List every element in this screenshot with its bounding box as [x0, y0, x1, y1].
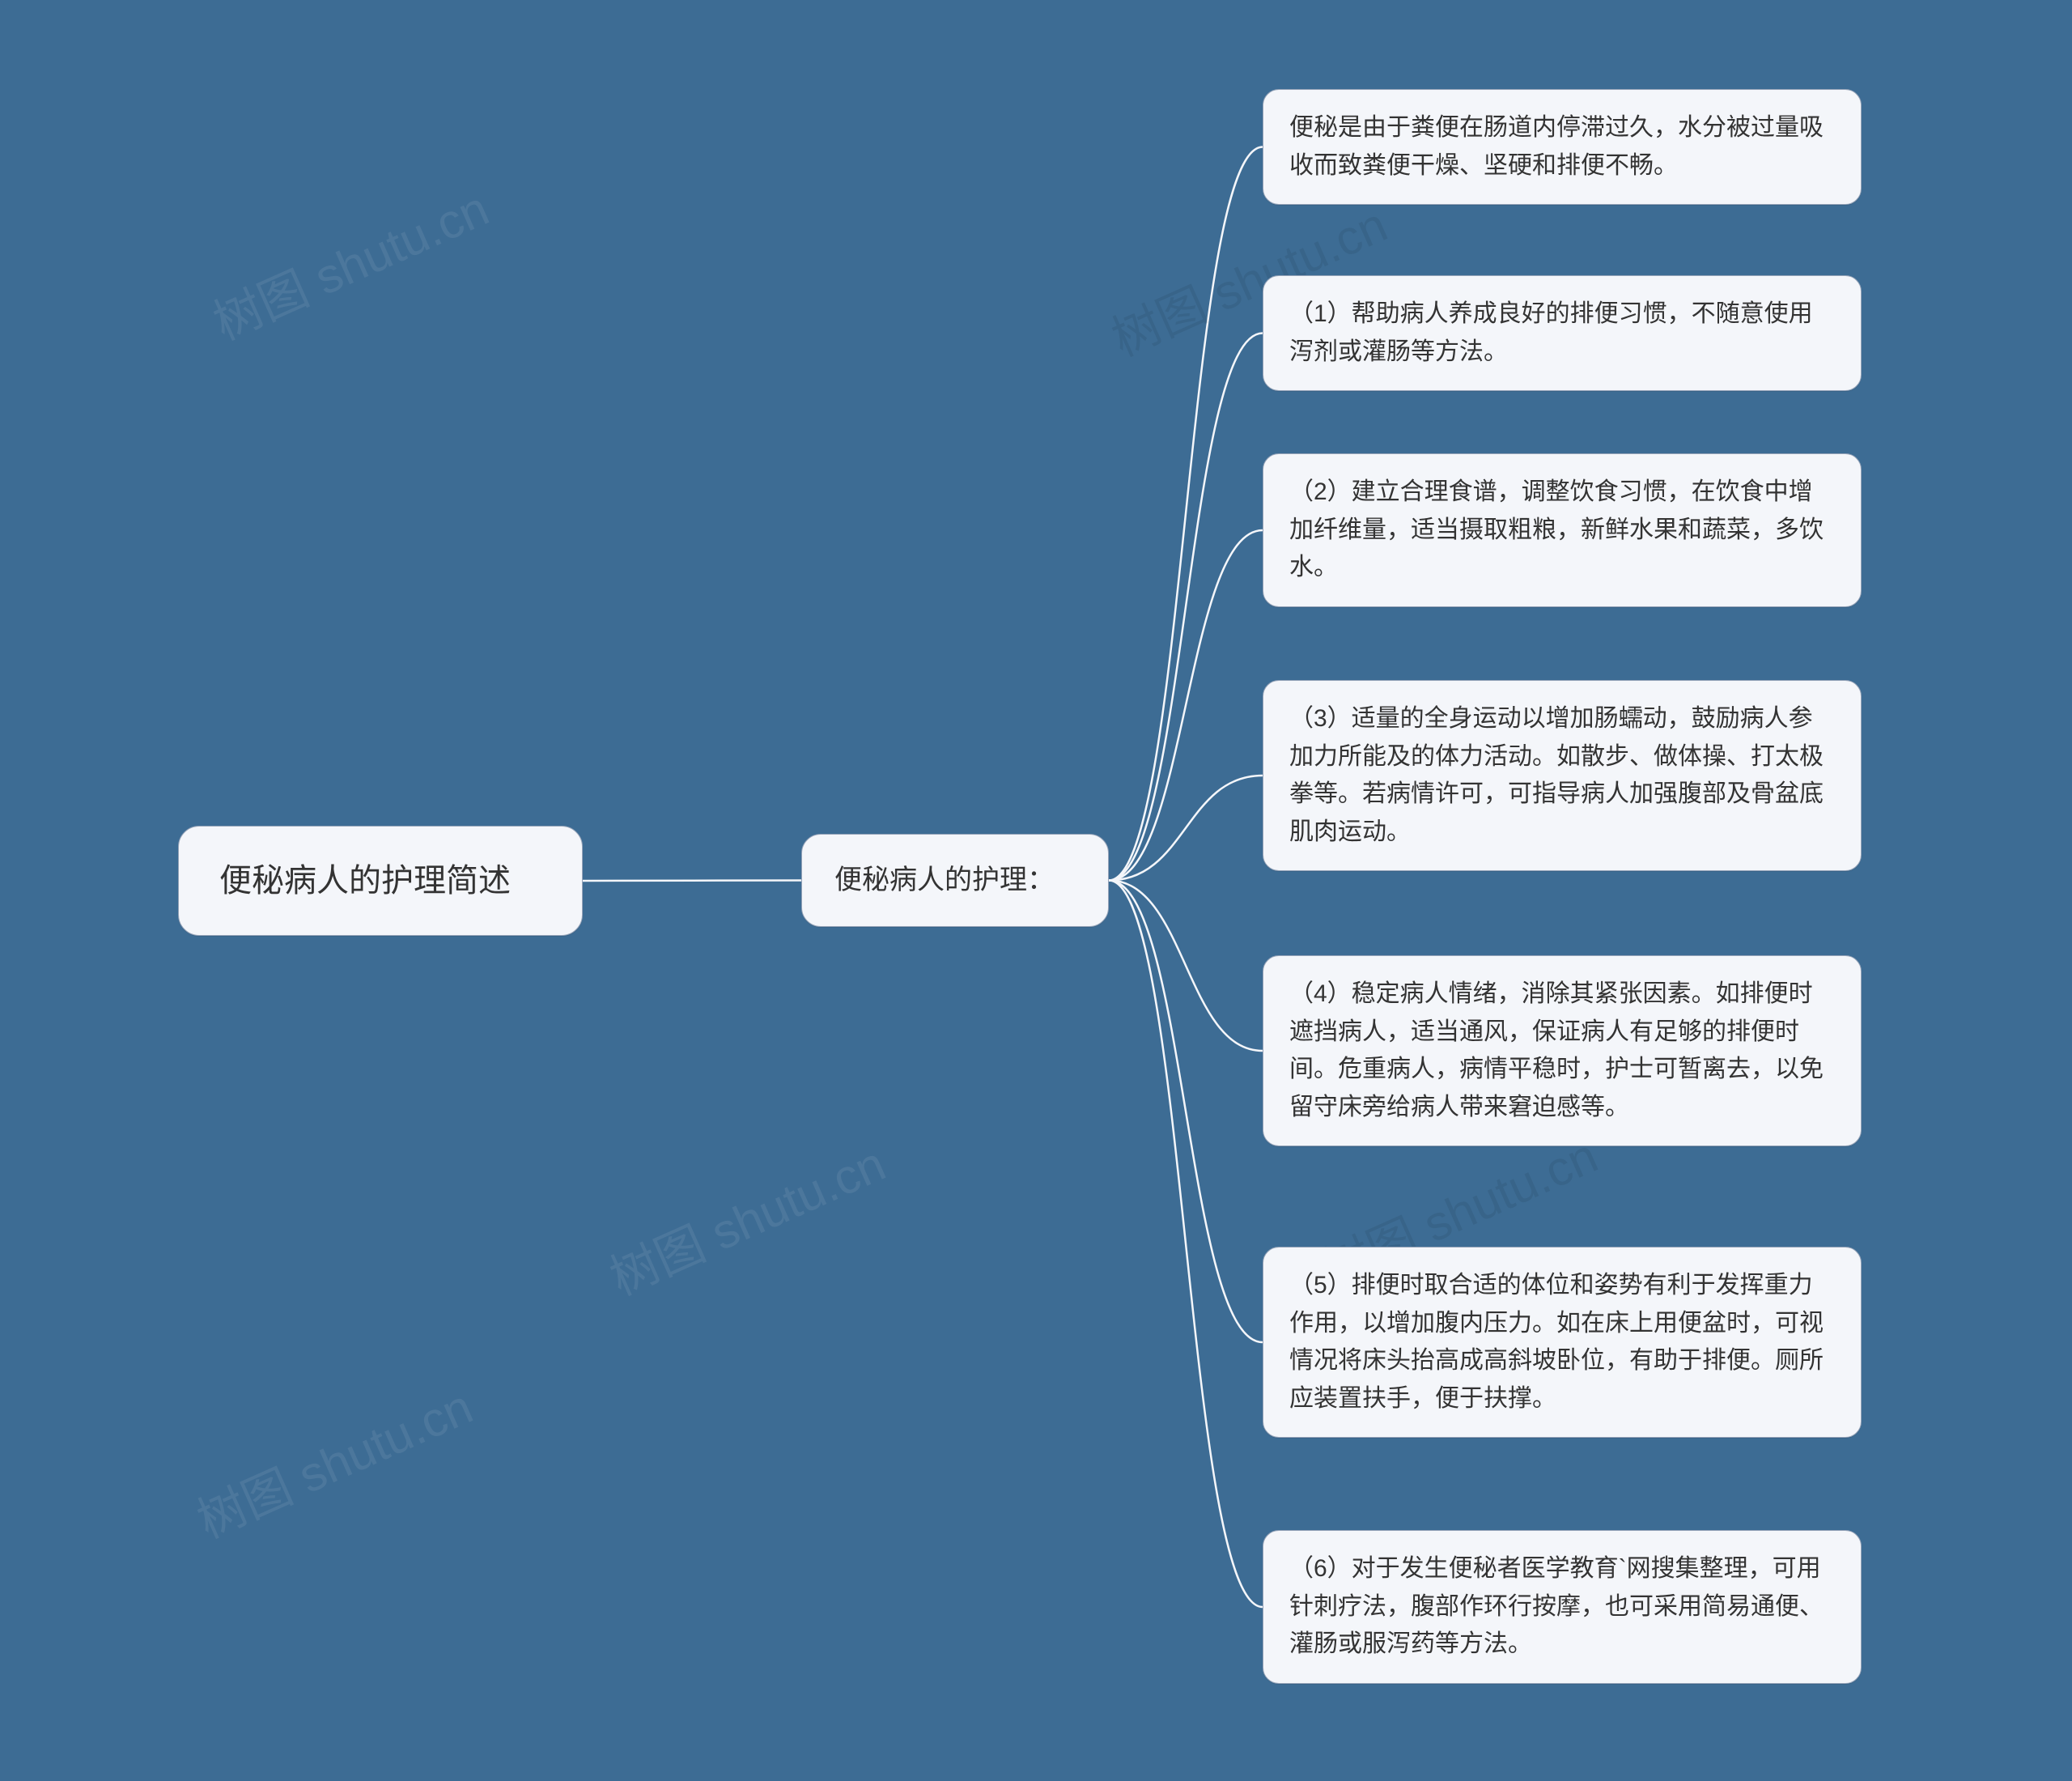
leaf-node[interactable]: （1）帮助病人养成良好的排便习惯，不随意使用泻剂或灌肠等方法。 [1263, 275, 1862, 391]
leaf-node[interactable]: （3）适量的全身运动以增加肠蠕动，鼓励病人参加力所能及的体力活动。如散步、做体操… [1263, 680, 1862, 871]
root-label: 便秘病人的护理简述 [219, 863, 511, 899]
root-node[interactable]: 便秘病人的护理简述 [178, 826, 583, 936]
leaf-label: （3）适量的全身运动以增加肠蠕动，鼓励病人参加力所能及的体力活动。如散步、做体操… [1289, 705, 1824, 845]
watermark: 树图 shutu.cn [185, 1368, 482, 1552]
watermark: 树图 shutu.cn [201, 170, 498, 354]
leaf-node[interactable]: （2）建立合理食谱，调整饮食习惯，在饮食中增加纤维量，适当摄取粗粮，新鲜水果和蔬… [1263, 453, 1862, 607]
connector [1109, 881, 1263, 1343]
leaf-node[interactable]: （4）稳定病人情绪，消除其紧张因素。如排便时遮挡病人，适当通风，保证病人有足够的… [1263, 955, 1862, 1146]
connector [1109, 881, 1263, 1052]
branch-node[interactable]: 便秘病人的护理： [801, 834, 1109, 927]
leaf-label: （1）帮助病人养成良好的排便习惯，不随意使用泻剂或灌肠等方法。 [1289, 300, 1813, 365]
mindmap-canvas: 树图 shutu.cn树图 shutu.cn树图 shutu.cn树图 shut… [0, 0, 2072, 1781]
leaf-label: （5）排便时取合适的体位和姿势有利于发挥重力作用，以增加腹内压力。如在床上用便盆… [1289, 1272, 1824, 1412]
branch-label: 便秘病人的护理： [834, 865, 1055, 895]
connector [1109, 334, 1263, 881]
connector [1109, 147, 1263, 881]
leaf-label: （6）对于发生便秘者医学教育`网搜集整理，可用针刺疗法，腹部作环行按摩，也可采用… [1289, 1555, 1824, 1657]
leaf-node[interactable]: （6）对于发生便秘者医学教育`网搜集整理，可用针刺疗法，腹部作环行按摩，也可采用… [1263, 1530, 1862, 1684]
connector [583, 881, 801, 882]
watermark: 树图 shutu.cn [597, 1125, 894, 1309]
connector [1109, 881, 1263, 1608]
leaf-label: 便秘是由于粪便在肠道内停滞过久，水分被过量吸收而致粪便干燥、坚硬和排便不畅。 [1289, 114, 1824, 179]
connector [1109, 530, 1263, 881]
leaf-label: （2）建立合理食谱，调整饮食习惯，在饮食中增加纤维量，适当摄取粗粮，新鲜水果和蔬… [1289, 478, 1824, 580]
leaf-node[interactable]: （5）排便时取合适的体位和姿势有利于发挥重力作用，以增加腹内压力。如在床上用便盆… [1263, 1247, 1862, 1438]
leaf-label: （4）稳定病人情绪，消除其紧张因素。如排便时遮挡病人，适当通风，保证病人有足够的… [1289, 980, 1824, 1120]
leaf-node[interactable]: 便秘是由于粪便在肠道内停滞过久，水分被过量吸收而致粪便干燥、坚硬和排便不畅。 [1263, 89, 1862, 205]
connector [1109, 776, 1263, 881]
